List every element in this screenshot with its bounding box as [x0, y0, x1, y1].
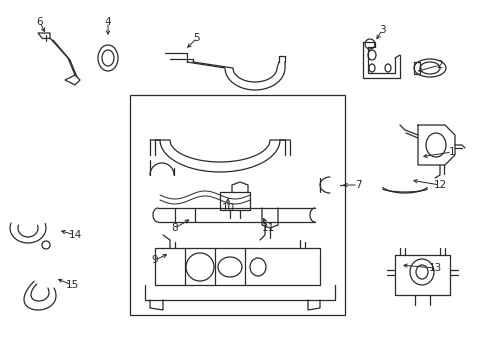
- Text: 7: 7: [354, 180, 361, 190]
- Text: 15: 15: [65, 280, 79, 290]
- Text: 2: 2: [436, 60, 443, 70]
- Text: 6: 6: [37, 17, 43, 27]
- Bar: [130, 95, 345, 315]
- Text: 9: 9: [151, 255, 158, 265]
- Text: 1: 1: [448, 147, 454, 157]
- Text: 3: 3: [378, 25, 385, 35]
- Bar: [155, 248, 319, 285]
- Text: 11: 11: [261, 223, 274, 233]
- Text: 13: 13: [427, 263, 441, 273]
- Text: 12: 12: [432, 180, 446, 190]
- Text: 10: 10: [221, 203, 234, 213]
- Text: 5: 5: [193, 33, 200, 43]
- Text: 14: 14: [68, 230, 81, 240]
- Text: 8: 8: [171, 223, 178, 233]
- Text: 4: 4: [104, 17, 111, 27]
- Bar: [220, 192, 249, 210]
